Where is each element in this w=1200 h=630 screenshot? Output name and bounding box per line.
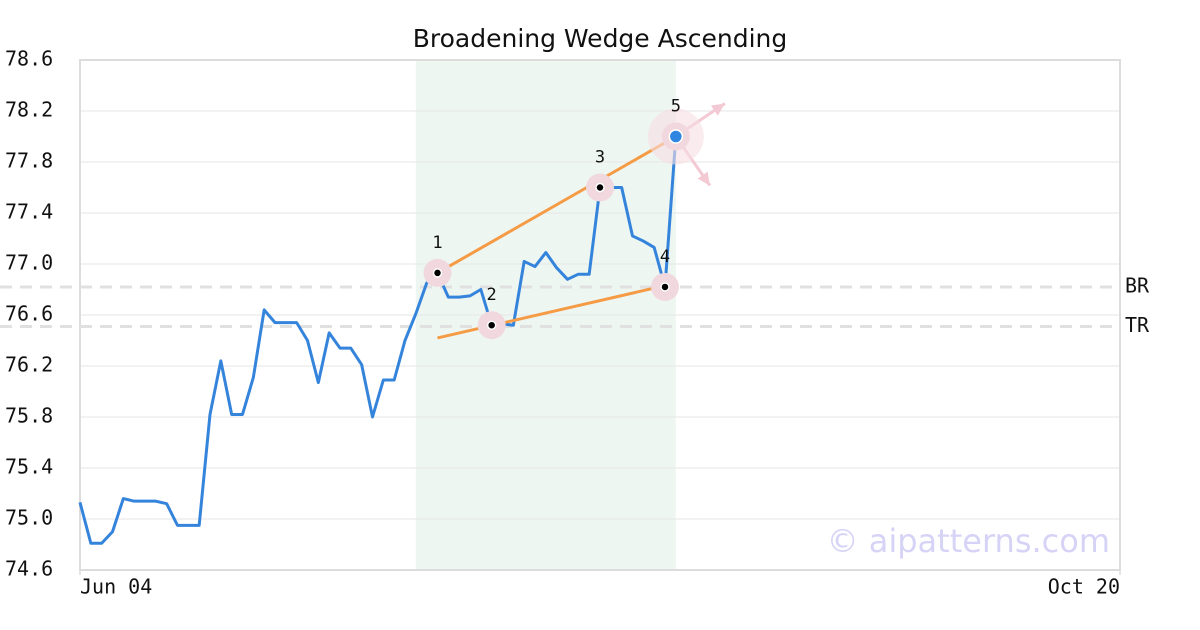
y-tick-label: 77.0 — [5, 251, 53, 275]
arrow-head — [697, 171, 710, 186]
y-tick-label: 76.2 — [5, 353, 53, 377]
price-line — [78, 136, 678, 545]
y-tick-label: 76.6 — [5, 302, 53, 326]
pattern-point — [486, 320, 497, 330]
plot-frame — [79, 59, 1121, 571]
pattern-point — [660, 282, 670, 292]
pattern-point — [595, 182, 605, 193]
x-tick-label: Oct 20 — [1048, 575, 1120, 599]
trend-line — [436, 135, 677, 275]
point-label: 1 — [432, 233, 442, 253]
watermark: © aipatterns.com — [827, 522, 1110, 560]
level-label: BR — [1125, 273, 1150, 297]
y-tick-label: 75.4 — [5, 455, 53, 479]
pattern-point — [432, 268, 443, 278]
x-tick-label: Jun 04 — [80, 575, 152, 599]
pattern-point — [668, 129, 684, 144]
y-tick-label: 77.8 — [5, 149, 53, 173]
point-label: 5 — [671, 97, 681, 117]
y-tick-label: 78.2 — [5, 98, 53, 122]
trend-line — [437, 281, 677, 340]
point-label: 2 — [487, 285, 497, 305]
y-tick-label: 78.6 — [5, 47, 53, 71]
point-label: 3 — [595, 148, 605, 168]
y-tick-label: 75.0 — [5, 506, 53, 530]
arrow-head — [710, 103, 725, 116]
y-tick-label: 74.6 — [5, 557, 53, 581]
y-tick-label: 77.4 — [5, 200, 53, 224]
chart-title: Broadening Wedge Ascending — [413, 24, 788, 53]
level-label: TR — [1125, 313, 1150, 337]
point-label: 4 — [660, 247, 670, 267]
y-tick-label: 75.8 — [5, 404, 53, 428]
